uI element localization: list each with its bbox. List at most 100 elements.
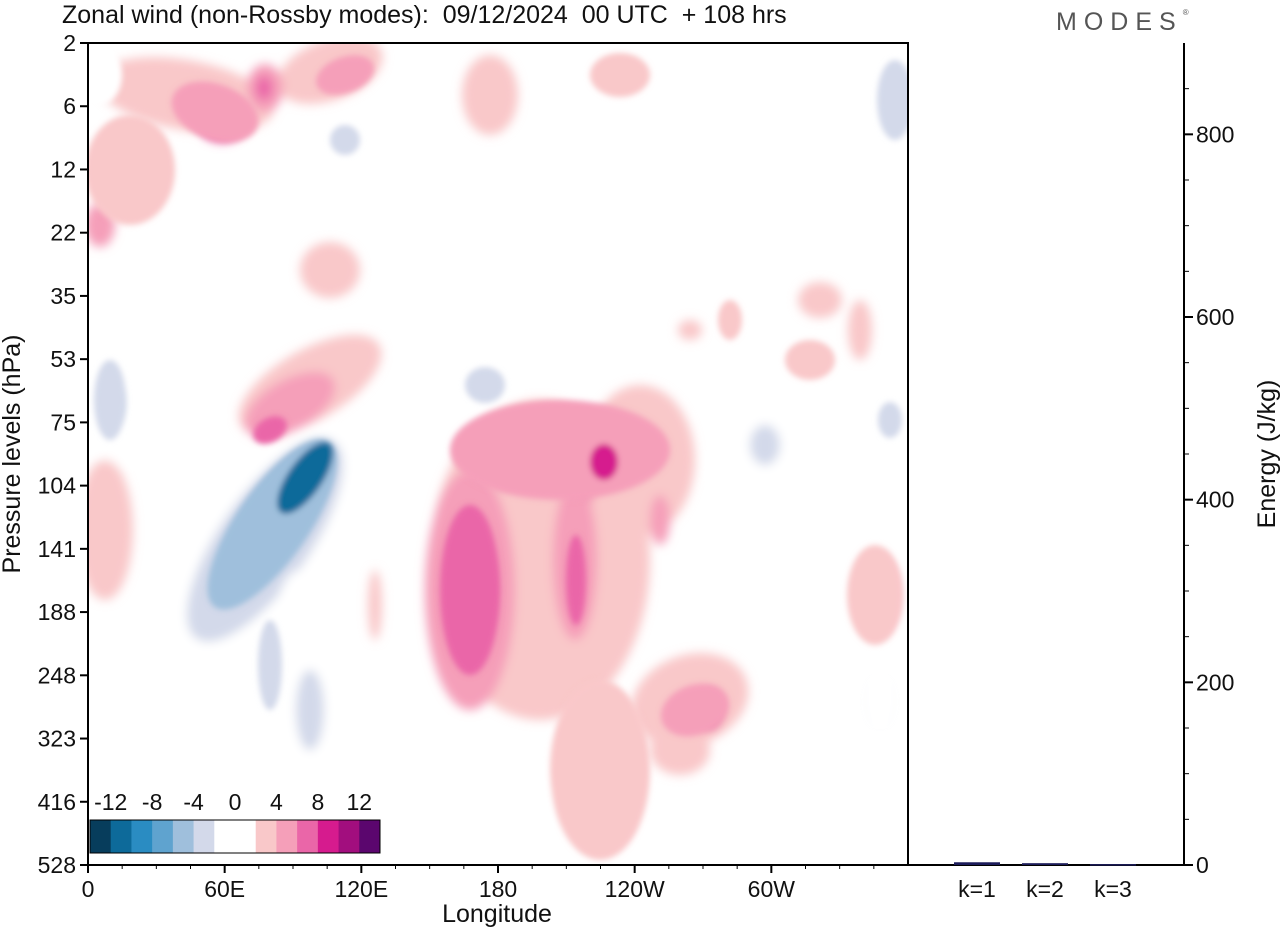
- colorbar-label: -4: [183, 789, 204, 815]
- field-contour: [258, 620, 282, 710]
- energy-bar: [954, 862, 1000, 865]
- field-contour: [712, 795, 728, 825]
- field-contour: [865, 670, 895, 730]
- field-contour: [465, 367, 505, 403]
- colorbar-label: -8: [142, 789, 162, 815]
- x-tick-label: 120E: [334, 876, 388, 902]
- colorbar-swatch: [110, 820, 132, 853]
- field-contour: [640, 102, 760, 138]
- field-contour: [450, 400, 670, 500]
- field-contour: [253, 416, 287, 444]
- x-axis-title: Longitude: [442, 900, 552, 928]
- y-tick-label: 75: [50, 409, 76, 435]
- field-contour: [830, 590, 850, 650]
- y-tick-label: 248: [38, 662, 76, 688]
- energy-tick-label: 800: [1196, 121, 1234, 147]
- field-contour: [566, 535, 586, 625]
- colorbar-swatch: [214, 820, 236, 853]
- colorbar-swatch: [359, 820, 381, 853]
- x-tick-label: 180: [479, 876, 517, 902]
- energy-bar: [1090, 864, 1136, 866]
- energy-category-label: k=3: [1094, 876, 1132, 902]
- field-contour: [94, 360, 126, 440]
- field-contour: [88, 460, 133, 600]
- energy-axis-title: Energy (J/kg): [1253, 380, 1280, 529]
- y-tick-label: 35: [50, 283, 76, 309]
- field-contour: [661, 683, 729, 737]
- field-contour: [750, 425, 780, 465]
- colorbar-frame: [89, 819, 381, 854]
- colorbar-swatch: [90, 820, 112, 853]
- colorbar-swatch: [255, 820, 277, 853]
- field-contour: [88, 115, 175, 225]
- colorbar-label: 0: [229, 789, 242, 815]
- field-contour: [678, 320, 702, 340]
- field-contour: [171, 81, 259, 143]
- energy-tick-label: 400: [1196, 487, 1234, 513]
- field-contour: [138, 650, 162, 710]
- registered-mark: ®: [1182, 8, 1189, 17]
- energy-bar: [1022, 863, 1068, 865]
- energy-axis: 0 200 400 600 800: [1184, 88, 1234, 878]
- energy-tick-label: 200: [1196, 669, 1234, 695]
- field-contour: [440, 505, 500, 675]
- field-contour: [220, 220, 270, 260]
- y-tick-label: 416: [38, 789, 76, 815]
- logo-text: MODES: [1056, 8, 1183, 36]
- colorbar-label: -12: [94, 789, 127, 815]
- colorbar-swatch: [235, 820, 257, 853]
- y-tick-label: 323: [38, 726, 76, 752]
- chart-title: Zonal wind (non-Rossby modes): 09/12/202…: [62, 1, 787, 29]
- field-contour: [590, 53, 650, 97]
- colorbar-label: 12: [346, 789, 372, 815]
- field-contour: [899, 780, 908, 860]
- field-contour: [550, 680, 650, 860]
- y-tick-label: 12: [50, 156, 76, 182]
- colorbar-swatch: [276, 820, 298, 853]
- field-contour: [650, 725, 710, 775]
- field-contour: [801, 117, 908, 203]
- field-contour: [718, 300, 742, 340]
- y-tick-label: 528: [38, 852, 76, 878]
- x-tick-label: 120W: [605, 876, 665, 902]
- field-contour: [330, 125, 360, 155]
- field-contour: [316, 55, 374, 95]
- field-contour: [878, 402, 902, 438]
- field-contour: [462, 55, 518, 135]
- field-contour: [590, 444, 618, 480]
- field-contour: [847, 545, 903, 645]
- colorbar-label: 4: [270, 789, 283, 815]
- colorbar-swatch: [152, 820, 174, 853]
- colorbar-swatch: [172, 820, 195, 853]
- colorbar-swatch: [131, 820, 153, 853]
- energy-category-label: k=1: [958, 876, 996, 902]
- energy-tick-label: 600: [1196, 304, 1234, 330]
- y-tick-label: 104: [38, 473, 77, 499]
- field-contour: [434, 175, 586, 245]
- field-contour: [368, 570, 382, 640]
- colorbar-swatch: [317, 820, 340, 853]
- colorbar-swatch: [193, 820, 215, 853]
- field-contour: [785, 340, 835, 380]
- field-contour: [277, 442, 333, 514]
- y-tick-label: 2: [63, 30, 76, 56]
- field-contour: [877, 60, 908, 140]
- y-axis: 2 6 12 22 35 53 75 104 141 188 248 323 416 528: [38, 30, 88, 878]
- field-contour: [296, 670, 324, 750]
- field-contour: [705, 560, 735, 640]
- field-contour: [798, 282, 842, 318]
- y-tick-label: 6: [63, 93, 76, 119]
- x-tick-label: 0: [82, 876, 95, 902]
- colorbar-swatch: [338, 820, 360, 853]
- x-axis: 0 60E 120E 180 120W 60W: [82, 865, 875, 902]
- y-tick-label: 141: [38, 536, 76, 562]
- y-tick-label: 53: [50, 346, 76, 372]
- energy-bars: k=1 k=2 k=3: [954, 862, 1136, 902]
- field-contour: [300, 242, 360, 298]
- y-tick-label: 188: [38, 599, 76, 625]
- colorbar-swatch: [297, 820, 319, 853]
- field-contour: [528, 770, 552, 830]
- field-contour: [256, 76, 272, 100]
- field-contour: [650, 495, 670, 545]
